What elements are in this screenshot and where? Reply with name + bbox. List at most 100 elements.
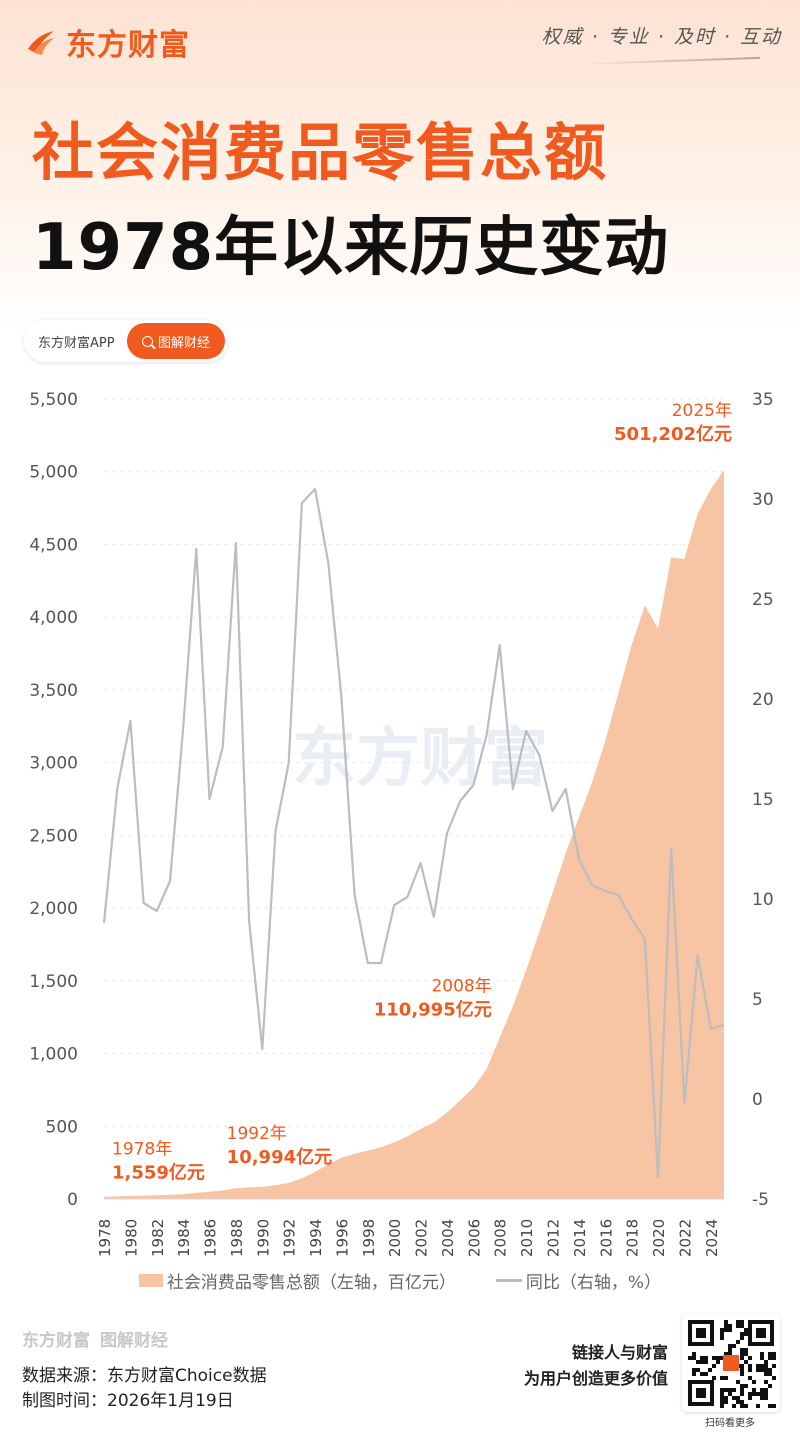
qr-module — [764, 1380, 768, 1384]
x-tick-label: 1994 — [307, 1219, 325, 1257]
annotation-year: 2008年 — [431, 977, 491, 997]
qr-module — [736, 1340, 740, 1344]
footer-tagline: 链接人与财富 为用户创造更多价值 — [524, 1340, 668, 1392]
qr-module — [760, 1368, 764, 1372]
qr-module — [748, 1356, 752, 1360]
qr-module — [696, 1328, 706, 1338]
qr-module — [752, 1392, 756, 1396]
section-button[interactable]: 图解财经 — [127, 323, 225, 359]
tagline-1: 链接人与财富 — [571, 1343, 668, 1362]
qr-module — [728, 1388, 732, 1392]
search-icon — [141, 335, 153, 347]
left-tick-label: 1,500 — [29, 972, 78, 992]
qr-module — [723, 1355, 739, 1371]
qr-module — [724, 1376, 728, 1380]
right-tick-label: 15 — [752, 790, 774, 810]
x-tick-label: 1990 — [254, 1219, 272, 1257]
qr-module — [740, 1336, 744, 1340]
left-tick-label: 0 — [67, 1190, 78, 1210]
left-tick-label: 4,000 — [29, 608, 78, 628]
right-tick-label: 5 — [752, 990, 763, 1010]
qr-module — [764, 1396, 768, 1400]
qr-module — [748, 1376, 752, 1380]
qr-caption: 扫码看更多 — [705, 1418, 755, 1429]
legend-area-label: 社会消费品零售总额（左轴，百亿元） — [166, 1273, 456, 1293]
qr-module — [740, 1324, 744, 1328]
qr-module — [772, 1376, 776, 1380]
qr-module — [756, 1328, 766, 1338]
qr-module — [712, 1356, 716, 1360]
right-tick-label: 0 — [752, 1090, 763, 1110]
qr-module — [760, 1392, 764, 1396]
qr-module — [744, 1384, 748, 1388]
annotation-year: 2025年 — [672, 401, 732, 421]
app-pill[interactable]: 东方财富APP 图解财经 — [24, 320, 228, 362]
annotation-year: 1992年 — [227, 1124, 287, 1144]
qr-module — [760, 1388, 764, 1392]
qr-module — [704, 1356, 708, 1360]
page-subtitle: 1978年以来历史变动 — [32, 211, 670, 285]
left-tick-label: 5,000 — [29, 463, 78, 483]
qr-module — [724, 1324, 728, 1328]
annotation-year: 1978年 — [112, 1140, 172, 1160]
qr-module — [760, 1352, 764, 1356]
x-tick-label: 2022 — [676, 1219, 694, 1257]
qr-module — [688, 1356, 692, 1360]
legend-area-swatch — [138, 1274, 163, 1287]
qr-module — [768, 1384, 772, 1388]
qr-module — [736, 1380, 740, 1384]
qr-module — [764, 1392, 768, 1396]
right-tick-label: 10 — [752, 890, 774, 910]
qr-module — [760, 1396, 764, 1400]
qr-module — [740, 1384, 744, 1388]
qr-module — [772, 1364, 776, 1368]
qr-module — [764, 1368, 768, 1372]
section-label: 图解财经 — [157, 335, 210, 351]
qr-module — [748, 1392, 752, 1396]
x-tick-label: 1978 — [96, 1219, 114, 1257]
qr-module — [692, 1372, 696, 1376]
qr-module — [692, 1356, 696, 1360]
source-text: 数据来源：东方财富Choice数据 — [22, 1366, 267, 1386]
qr-module — [720, 1356, 724, 1360]
data-source: 数据来源：东方财富Choice数据 制图时间：2026年1月19日 — [22, 1364, 267, 1414]
x-tick-label: 1980 — [122, 1219, 140, 1257]
qr-module — [768, 1356, 772, 1360]
x-tick-label: 2016 — [597, 1219, 615, 1257]
qr-module — [724, 1320, 728, 1324]
qr-module — [736, 1400, 740, 1404]
annotation-value: 1,559亿元 — [112, 1162, 205, 1184]
x-tick-label: 2010 — [518, 1219, 536, 1257]
qr-module — [760, 1356, 764, 1360]
qr-module — [764, 1360, 768, 1364]
qr-module — [740, 1332, 744, 1336]
qr-module — [720, 1400, 724, 1404]
qr-code[interactable] — [682, 1314, 780, 1412]
qr-module — [740, 1368, 744, 1372]
qr-module — [724, 1396, 728, 1400]
left-tick-label: 5,500 — [29, 390, 78, 410]
qr-module — [744, 1404, 748, 1408]
qr-module — [720, 1332, 724, 1336]
qr-module — [716, 1360, 720, 1364]
x-tick-label: 1998 — [360, 1219, 378, 1257]
qr-module — [720, 1328, 724, 1332]
left-tick-label: 4,500 — [29, 535, 78, 555]
x-tick-label: 2020 — [650, 1219, 668, 1257]
qr-module — [748, 1396, 752, 1400]
x-tick-label: 1996 — [333, 1219, 351, 1257]
qr-module — [704, 1372, 708, 1376]
left-tick-label: 2,500 — [29, 826, 78, 846]
x-tick-label: 2000 — [386, 1219, 404, 1257]
qr-module — [692, 1352, 696, 1356]
right-tick-label: -5 — [752, 1190, 769, 1210]
qr-module — [744, 1360, 748, 1364]
qr-module — [700, 1356, 704, 1360]
qr-module — [724, 1400, 728, 1404]
left-tick-label: 500 — [46, 1117, 78, 1137]
qr-module — [720, 1396, 724, 1400]
qr-code-icon — [688, 1320, 776, 1408]
flame-logo-icon — [28, 31, 54, 55]
right-tick-label: 35 — [752, 390, 774, 410]
qr-module — [740, 1404, 744, 1408]
